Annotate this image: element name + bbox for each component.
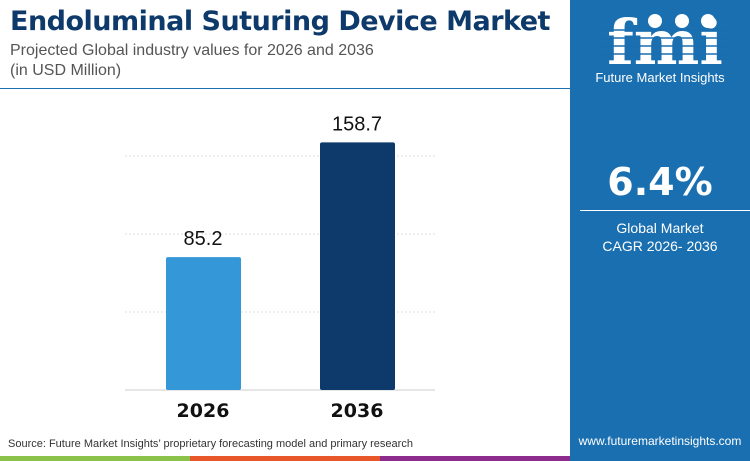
divider [0, 88, 570, 89]
subtitle-units: (in USD Million) [10, 62, 122, 79]
bar-chart: 85.2 2026 158.7 2036 [125, 113, 435, 422]
x-tick-label: 2036 [331, 400, 384, 422]
color-strip-orange [190, 456, 380, 461]
divider [580, 210, 750, 211]
website-link[interactable]: www.futuremarketinsights.com [578, 434, 742, 448]
color-strip-purple [380, 456, 570, 461]
fmi-logo: fmi [600, 8, 730, 70]
logo-text: Future Market Insights [595, 70, 725, 85]
cagr-period: CAGR 2026- 2036 [602, 238, 718, 254]
bar-2036 [320, 142, 395, 390]
data-label: 158.7 [332, 113, 382, 135]
cagr-value: 6.4% [607, 160, 713, 204]
bar-2026 [166, 257, 241, 390]
x-tick-label: 2026 [177, 400, 230, 422]
page-title: Endoluminal Suturing Device Market [10, 6, 550, 37]
data-label: 85.2 [184, 228, 223, 250]
color-strip-green [0, 456, 190, 461]
cagr-label: Global Market [616, 220, 704, 236]
subtitle: Projected Global industry values for 202… [10, 42, 374, 59]
source-note: Source: Future Market Insights’ propriet… [8, 438, 413, 450]
side-panel [570, 0, 750, 461]
